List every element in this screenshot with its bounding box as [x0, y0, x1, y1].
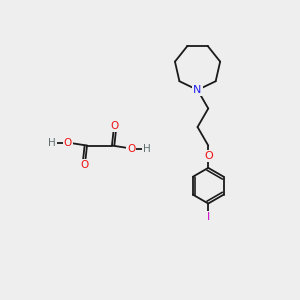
Text: O: O [204, 151, 213, 161]
Text: I: I [207, 212, 210, 222]
Text: N: N [194, 85, 202, 95]
Text: O: O [64, 138, 72, 148]
Text: H: H [143, 143, 151, 154]
Text: H: H [48, 138, 56, 148]
Text: O: O [81, 160, 89, 170]
Text: O: O [127, 143, 135, 154]
Text: O: O [110, 121, 118, 131]
